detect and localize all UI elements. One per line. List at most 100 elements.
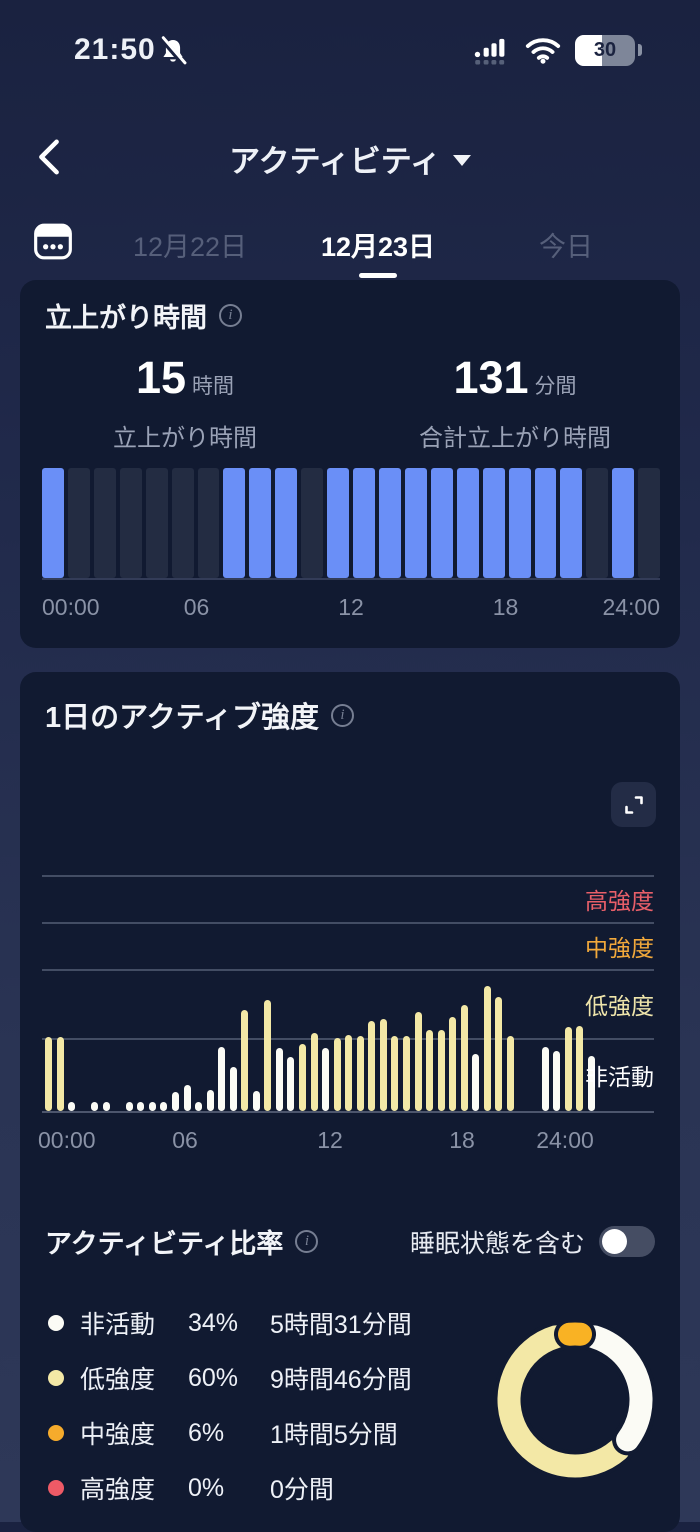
intensity-bar-19: [264, 1000, 271, 1111]
intensity-bar-31: [403, 1036, 410, 1111]
calendar-icon[interactable]: [32, 220, 74, 262]
standing-stats: 15 時間 立上がり時間 131 分間 合計立上がり時間: [20, 352, 680, 453]
intensity-bar-45: [565, 1027, 572, 1111]
hour-bar-22: [612, 468, 634, 578]
intensity-bar-10: [160, 1102, 167, 1111]
active-tab-underline: [359, 273, 397, 278]
tab-label: 今日: [539, 225, 593, 264]
hour-bar-8: [249, 468, 271, 578]
intensity-bar-16: [230, 1067, 237, 1111]
intensity-bar-15: [218, 1047, 225, 1111]
hour-bar-14: [405, 468, 427, 578]
x-tick-label: 12: [317, 1127, 343, 1154]
intensity-bar-35: [449, 1017, 456, 1111]
legend-name: 低強度: [80, 1360, 188, 1396]
hour-bar-2: [94, 468, 116, 578]
intensity-bar-27: [357, 1036, 364, 1111]
info-icon[interactable]: i: [219, 304, 242, 327]
intensity-bar-7: [126, 1102, 133, 1111]
intensity-bar-14: [207, 1090, 214, 1111]
expand-button[interactable]: [611, 782, 656, 827]
zone-label-3: 非活動: [585, 1058, 654, 1092]
hour-bar-6: [198, 468, 220, 578]
intensity-bar-18: [253, 1091, 260, 1111]
activity-ratio-header: アクティビティ比率 i 睡眠状態を含む: [45, 1222, 655, 1261]
tab-date-1[interactable]: 12月23日: [284, 218, 472, 270]
intensity-bar-8: [137, 1102, 144, 1111]
intensity-bar-4: [91, 1102, 98, 1111]
legend-percent: 60%: [188, 1364, 270, 1393]
intensity-bar-9: [149, 1102, 156, 1111]
standing-time-card: 立上がり時間 i 15 時間 立上がり時間 131 分間 合計立上がり時間 00…: [20, 280, 680, 648]
legend-duration: 0分間: [270, 1470, 334, 1506]
hour-bar-21: [586, 468, 608, 578]
hour-bar-15: [431, 468, 453, 578]
sleep-toggle[interactable]: [599, 1226, 655, 1257]
legend-name: 非活動: [80, 1305, 188, 1341]
intensity-bar-39: [495, 997, 502, 1111]
tab-date-0[interactable]: 12月22日: [96, 218, 284, 270]
intensity-card: 1日のアクティブ強度 i 高強度中強度低強度非活動 00:00 06 12 18…: [20, 672, 680, 1532]
battery-percent: 30: [575, 35, 635, 66]
intensity-bar-24: [322, 1048, 329, 1111]
intensity-bar-29: [380, 1019, 387, 1111]
zone-label-2: 低強度: [585, 987, 654, 1021]
clock-time: 21:50: [74, 33, 156, 67]
x-tick-label: 24:00: [536, 1127, 594, 1154]
intensity-bar-38: [484, 986, 491, 1111]
date-tabs: 12月22日 12月23日 今日: [96, 218, 660, 270]
intensity-bar-12: [184, 1085, 191, 1111]
intensity-bar-25: [334, 1038, 341, 1111]
battery-nub: [638, 44, 642, 56]
status-icons: 30: [473, 34, 642, 66]
info-icon[interactable]: i: [295, 1230, 318, 1253]
hour-bar-9: [275, 468, 297, 578]
x-tick-label: 00:00: [42, 594, 100, 621]
intensity-bar-21: [287, 1057, 294, 1111]
expand-icon: [623, 794, 645, 816]
intensity-bar-1: [57, 1037, 64, 1111]
intensity-bar-13: [195, 1102, 202, 1111]
status-bar: 21:50 30: [0, 30, 700, 74]
x-tick-label: 06: [184, 594, 210, 621]
tab-date-2[interactable]: 今日: [472, 218, 660, 270]
hour-bar-5: [172, 468, 194, 578]
legend-name: 中強度: [80, 1415, 188, 1451]
header: アクティビティ: [0, 130, 700, 186]
info-icon[interactable]: i: [331, 704, 354, 727]
title-dropdown[interactable]: アクティビティ: [0, 136, 700, 181]
hour-bar-3: [120, 468, 142, 578]
hour-bar-7: [223, 468, 245, 578]
hour-bar-10: [301, 468, 323, 578]
intensity-x-axis: 00:00 06 12 18 24:00: [42, 1127, 660, 1153]
legend-duration: 5時間31分間: [270, 1305, 412, 1341]
intensity-card-title: 1日のアクティブ強度: [45, 694, 319, 736]
x-tick-label: 00:00: [38, 1127, 96, 1154]
notifications-muted-icon: [158, 36, 188, 68]
x-tick-label: 18: [493, 594, 519, 621]
tab-label: 12月22日: [133, 225, 247, 264]
standing-total-stat: 131 分間 合計立上がり時間: [350, 352, 680, 453]
standing-card-title: 立上がり時間: [45, 296, 207, 335]
intensity-bar-34: [438, 1030, 445, 1111]
legend-dot: [48, 1370, 64, 1386]
legend-duration: 9時間46分間: [270, 1360, 412, 1396]
x-tick-label: 12: [338, 594, 364, 621]
hour-bar-18: [509, 468, 531, 578]
intensity-bar-37: [472, 1054, 479, 1111]
hour-bar-19: [535, 468, 557, 578]
intensity-bar-28: [368, 1021, 375, 1111]
page-title: アクティビティ: [229, 136, 441, 181]
intensity-bar-44: [553, 1051, 560, 1111]
standing-total-value: 131: [453, 352, 528, 404]
intensity-bar-2: [68, 1102, 75, 1111]
intensity-bar-22: [299, 1044, 306, 1111]
zone-label-0: 高強度: [585, 882, 654, 916]
standing-hours-stat: 15 時間 立上がり時間: [20, 352, 350, 453]
